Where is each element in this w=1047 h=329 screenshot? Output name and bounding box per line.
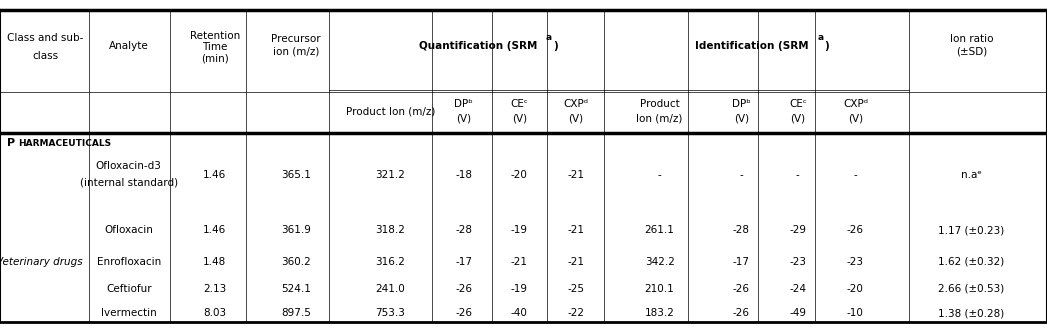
- Text: -29: -29: [789, 225, 806, 235]
- Text: -20: -20: [511, 170, 528, 180]
- Text: -19: -19: [511, 284, 528, 294]
- Text: Quantification (SRM: Quantification (SRM: [419, 41, 537, 51]
- Text: Enrofloxacin: Enrofloxacin: [96, 257, 161, 266]
- Text: HARMACEUTICALS: HARMACEUTICALS: [18, 139, 111, 148]
- Text: 1.38 (±0.28): 1.38 (±0.28): [938, 308, 1005, 318]
- Text: ): ): [824, 41, 829, 51]
- Text: 2.66 (±0.53): 2.66 (±0.53): [938, 284, 1005, 294]
- Text: -20: -20: [847, 284, 864, 294]
- Text: 261.1: 261.1: [645, 225, 674, 235]
- Text: Ceftiofur: Ceftiofur: [106, 284, 152, 294]
- Text: (V): (V): [569, 113, 583, 123]
- Text: a: a: [818, 33, 823, 42]
- Text: -17: -17: [733, 257, 750, 266]
- Text: Class and sub-: Class and sub-: [7, 33, 83, 43]
- Text: CXPᵈ: CXPᵈ: [843, 99, 868, 109]
- Text: 8.03: 8.03: [203, 308, 226, 318]
- Text: -19: -19: [511, 225, 528, 235]
- Text: 183.2: 183.2: [645, 308, 674, 318]
- Text: Product Ion (m/z): Product Ion (m/z): [346, 106, 436, 116]
- Text: CEᶜ: CEᶜ: [511, 99, 528, 109]
- Text: -10: -10: [847, 308, 864, 318]
- Text: 360.2: 360.2: [282, 257, 311, 266]
- Text: (V): (V): [734, 113, 749, 123]
- Text: 210.1: 210.1: [645, 284, 674, 294]
- Text: (V): (V): [456, 113, 471, 123]
- Text: -26: -26: [733, 284, 750, 294]
- Text: 316.2: 316.2: [376, 257, 405, 266]
- Text: (±SD): (±SD): [956, 47, 987, 57]
- Text: -24: -24: [789, 284, 806, 294]
- Text: ion (m/z): ion (m/z): [273, 47, 319, 57]
- Text: P: P: [7, 138, 16, 148]
- Text: -26: -26: [455, 284, 472, 294]
- Text: Time: Time: [202, 42, 227, 52]
- Text: -23: -23: [847, 257, 864, 266]
- Text: -28: -28: [455, 225, 472, 235]
- Text: 361.9: 361.9: [282, 225, 311, 235]
- Text: -: -: [739, 170, 743, 180]
- Text: 1.46: 1.46: [203, 170, 226, 180]
- Text: -23: -23: [789, 257, 806, 266]
- Text: Ofloxacin-d3: Ofloxacin-d3: [96, 161, 161, 171]
- Text: 318.2: 318.2: [376, 225, 405, 235]
- Text: Identification (SRM: Identification (SRM: [695, 41, 809, 51]
- Text: -: -: [658, 170, 662, 180]
- Text: Ivermectin: Ivermectin: [101, 308, 157, 318]
- Text: 241.0: 241.0: [376, 284, 405, 294]
- Text: -26: -26: [847, 225, 864, 235]
- Text: Veterinary drugs: Veterinary drugs: [0, 257, 83, 266]
- Text: (V): (V): [512, 113, 527, 123]
- Text: Ion ratio: Ion ratio: [950, 34, 994, 44]
- Text: 1.46: 1.46: [203, 225, 226, 235]
- Text: DPᵇ: DPᵇ: [454, 99, 473, 109]
- Text: a: a: [547, 33, 552, 42]
- Text: (V): (V): [790, 113, 805, 123]
- Text: Precursor: Precursor: [271, 34, 321, 44]
- Text: (min): (min): [201, 54, 228, 63]
- Text: CEᶜ: CEᶜ: [789, 99, 806, 109]
- Text: -: -: [853, 170, 857, 180]
- Text: 753.3: 753.3: [376, 308, 405, 318]
- Text: Ion (m/z): Ion (m/z): [637, 113, 683, 123]
- Text: (V): (V): [848, 113, 863, 123]
- Text: 1.17 (±0.23): 1.17 (±0.23): [938, 225, 1005, 235]
- Text: -21: -21: [567, 170, 584, 180]
- Text: Product: Product: [640, 99, 680, 109]
- Text: Retention: Retention: [190, 31, 240, 40]
- Text: 1.48: 1.48: [203, 257, 226, 266]
- Text: -49: -49: [789, 308, 806, 318]
- Text: Ofloxacin: Ofloxacin: [105, 225, 153, 235]
- Text: -21: -21: [567, 257, 584, 266]
- Text: 524.1: 524.1: [282, 284, 311, 294]
- Text: 342.2: 342.2: [645, 257, 674, 266]
- Text: -21: -21: [567, 225, 584, 235]
- Text: (internal standard): (internal standard): [80, 177, 178, 187]
- Text: -: -: [796, 170, 800, 180]
- Text: Analyte: Analyte: [109, 41, 149, 51]
- Text: -21: -21: [511, 257, 528, 266]
- Text: -26: -26: [733, 308, 750, 318]
- Text: -40: -40: [511, 308, 528, 318]
- Text: n.aᵉ: n.aᵉ: [961, 170, 982, 180]
- Text: -17: -17: [455, 257, 472, 266]
- Text: -26: -26: [455, 308, 472, 318]
- Text: -25: -25: [567, 284, 584, 294]
- Text: -22: -22: [567, 308, 584, 318]
- Text: 321.2: 321.2: [376, 170, 405, 180]
- Text: 365.1: 365.1: [282, 170, 311, 180]
- Text: 2.13: 2.13: [203, 284, 226, 294]
- Text: CXPᵈ: CXPᵈ: [563, 99, 588, 109]
- Text: DPᵇ: DPᵇ: [732, 99, 751, 109]
- Text: ): ): [553, 41, 558, 51]
- Text: class: class: [32, 51, 58, 61]
- Text: -18: -18: [455, 170, 472, 180]
- Text: 1.62 (±0.32): 1.62 (±0.32): [938, 257, 1005, 266]
- Text: 897.5: 897.5: [282, 308, 311, 318]
- Text: -28: -28: [733, 225, 750, 235]
